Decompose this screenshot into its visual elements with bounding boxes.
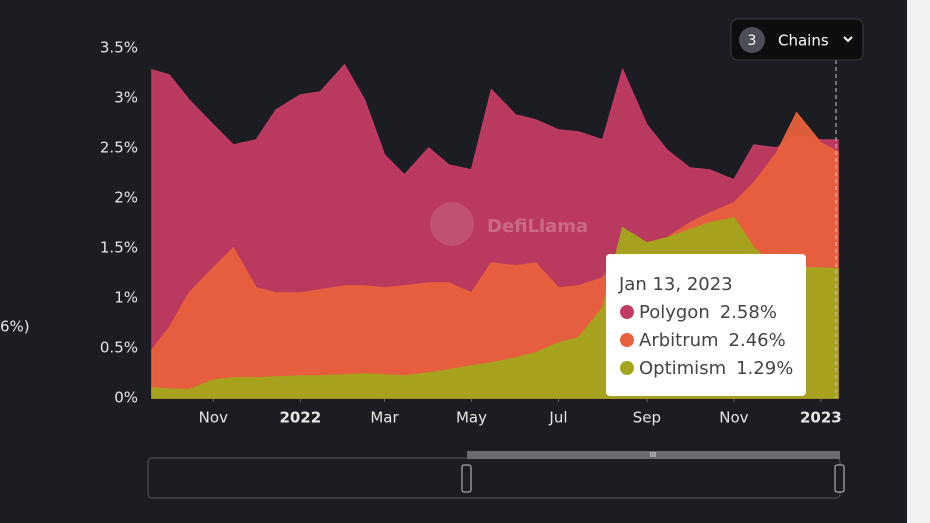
slider-handle-right[interactable] xyxy=(834,464,845,493)
side-panel xyxy=(907,0,930,523)
slider-grip: III xyxy=(650,451,656,459)
tooltip-series-name: Arbitrum xyxy=(639,330,719,351)
tooltip: Jan 13, 2023 Polygon 2.58%Arbitrum 2.46%Op… xyxy=(606,254,806,396)
slider-handle-left[interactable] xyxy=(461,464,472,493)
tooltip-series-name: Polygon xyxy=(639,302,710,323)
tooltip-value: 1.29% xyxy=(736,358,793,379)
slider-selected-bar[interactable] xyxy=(467,451,840,459)
y-tick-label: 2.5% xyxy=(100,139,138,157)
watermark: DefiLlama xyxy=(487,216,588,237)
x-tick-label: 2022 xyxy=(279,409,321,427)
chain-count: 3 xyxy=(748,33,757,49)
tooltip-entry: Polygon 2.58% xyxy=(639,302,777,323)
x-tick-label: Sep xyxy=(633,409,661,427)
chains-button-box[interactable] xyxy=(730,18,864,61)
x-tick-label: Nov xyxy=(199,409,228,427)
y-tick-label: 1.5% xyxy=(100,239,138,257)
x-tick-label: Nov xyxy=(719,409,748,427)
tooltip-box xyxy=(606,254,806,396)
tooltip-swatch xyxy=(620,333,634,347)
tooltip-value: 2.58% xyxy=(720,302,777,323)
range-slider[interactable]: III xyxy=(147,451,845,499)
y-tick-label: 3% xyxy=(114,89,138,107)
y-tick-label: 0.5% xyxy=(100,339,138,357)
watermark-logo xyxy=(430,202,474,246)
x-tick-label: 2023 xyxy=(800,409,842,427)
tooltip-entry: Optimism 1.29% xyxy=(639,358,793,379)
tooltip-swatch xyxy=(620,305,634,319)
x-tick-label: May xyxy=(456,409,487,427)
tooltip-swatch xyxy=(620,361,634,375)
tooltip-series-name: Optimism xyxy=(639,358,726,379)
x-tick-label: Mar xyxy=(370,409,399,427)
chevron-icon xyxy=(843,36,853,43)
y-tick-label: 3.5% xyxy=(100,39,138,57)
y-tick-label: 2% xyxy=(114,189,138,207)
tooltip-value: 2.46% xyxy=(729,330,786,351)
chains-button[interactable]: 3 Chains xyxy=(730,18,864,61)
left-fragment: 6%) xyxy=(0,318,30,336)
tooltip-entry: Arbitrum 2.46% xyxy=(639,330,786,351)
chains-label: Chains xyxy=(778,32,829,50)
x-tick-label: Jul xyxy=(548,409,567,427)
tooltip-date: Jan 13, 2023 xyxy=(618,274,733,295)
y-tick-label: 1% xyxy=(114,289,138,307)
chain-count-badge xyxy=(739,27,765,53)
y-tick-label: 0% xyxy=(114,389,138,407)
